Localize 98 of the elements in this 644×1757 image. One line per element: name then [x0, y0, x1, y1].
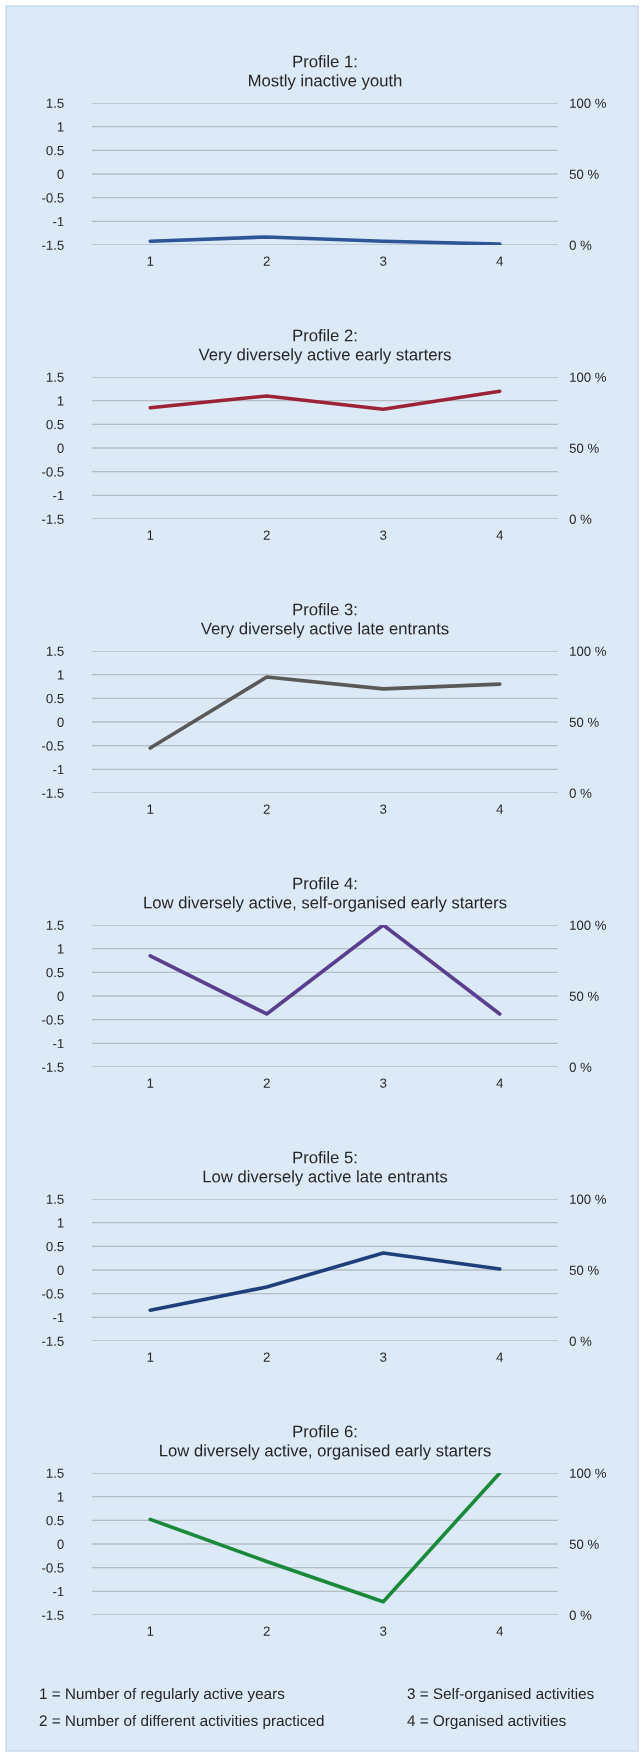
y-tick-label: 1: [57, 1218, 64, 1228]
y-tick-label: -1: [53, 1313, 64, 1323]
y2-tick-label: 0 %: [569, 240, 592, 250]
y-tick-label: -1: [53, 217, 64, 227]
text: 3 = Self-organised activities: [407, 1687, 594, 1703]
y-tick-label: -1: [53, 765, 64, 775]
y-tick-label: 0: [57, 991, 64, 1001]
y-tick-label: 0.5: [46, 145, 64, 156]
y-tick-label: 0.5: [46, 419, 64, 430]
x-tick-label: 3: [380, 530, 387, 540]
x-tick-label: 4: [496, 1626, 504, 1636]
y-tick-label: 1: [57, 122, 64, 132]
x-tick-label: 1: [147, 256, 154, 266]
chart-title: Profile 2: Very diversely active early starters: [198, 329, 451, 364]
y-tick-label: 0: [57, 443, 64, 453]
y-tick-label: 1: [57, 1492, 64, 1502]
x-tick-label: 3: [380, 256, 387, 266]
x-tick-label: 4: [496, 530, 504, 540]
chart-title: Profile 3: Very diversely active late entrants: [200, 603, 449, 638]
x-tick-label: 4: [496, 1352, 504, 1362]
y2-tick-label: 50 %: [569, 717, 599, 727]
chart-title: Profile 4: Low diversely active, self-organised early starters: [144, 877, 507, 912]
y-tick-label: 0: [57, 169, 64, 179]
text: 1 = Number of regularly active years: [40, 1687, 285, 1703]
y-tick-label: -1.5: [42, 1610, 64, 1620]
line-series: [148, 675, 502, 750]
x-tick-label: 2: [263, 804, 270, 814]
y-tick-label: -0.5: [42, 467, 64, 477]
y2-tick-label: 100 %: [570, 98, 607, 108]
y2-tick-label: 50 %: [569, 1265, 599, 1275]
x-tick-label: 2: [263, 530, 270, 540]
x-tick-label: 2: [263, 1626, 270, 1636]
y-tick-label: 1.5: [46, 1468, 64, 1478]
x-tick-label: 1: [147, 1352, 154, 1362]
y2-tick-label: 0 %: [569, 1336, 592, 1346]
y-tick-label: 1.5: [46, 646, 64, 656]
y2-tick-label: 0 %: [569, 1062, 592, 1072]
x-tick-label: 3: [380, 1626, 387, 1636]
x-tick-label: 1: [147, 530, 154, 540]
y-tick-label: -1: [53, 491, 64, 501]
y-tick-label: 1: [57, 396, 64, 406]
line-series: [148, 389, 502, 411]
chart-title: Profile 5: Low diversely active late entrants: [203, 1151, 448, 1186]
y-tick-label: 0: [57, 717, 64, 727]
y2-tick-label: 100 %: [570, 920, 607, 930]
y2-tick-label: 50 %: [569, 443, 599, 453]
y-tick-label: -0.5: [42, 193, 64, 203]
y-tick-label: -0.5: [42, 1289, 64, 1299]
x-tick-label: 4: [496, 1078, 504, 1088]
x-tick-label: 2: [263, 256, 270, 266]
y-tick-label: 1.5: [46, 920, 64, 930]
y2-tick-label: 0 %: [569, 788, 592, 798]
x-tick-label: 3: [380, 1078, 387, 1088]
y-tick-label: -1.5: [42, 240, 64, 250]
y-tick-label: 1.5: [46, 1194, 64, 1204]
y-tick-label: 1: [57, 670, 64, 680]
y-tick-label: -1: [53, 1587, 64, 1597]
y-tick-label: 0.5: [46, 1515, 64, 1526]
y-tick-label: -1: [53, 1039, 64, 1049]
y2-tick-label: 50 %: [569, 991, 599, 1001]
y2-tick-label: 0 %: [569, 514, 592, 524]
y2-tick-label: 0 %: [569, 1610, 592, 1620]
y-tick-label: 0.5: [46, 1241, 64, 1252]
y-tick-label: 0: [57, 1539, 64, 1549]
y2-tick-label: 100 %: [570, 372, 607, 382]
x-tick-label: 1: [147, 1078, 154, 1088]
chart-title: Profile 6: Low diversely active, organised early starters: [160, 1425, 491, 1460]
y-tick-label: -0.5: [42, 1563, 64, 1573]
x-tick-label: 1: [147, 1626, 154, 1636]
y-tick-label: 1.5: [46, 372, 64, 382]
y-tick-label: -0.5: [42, 1015, 64, 1025]
text: 2 = Number of different activities practiced: [39, 1714, 324, 1730]
x-tick-label: 1: [147, 804, 154, 814]
line-series: [148, 1473, 502, 1604]
y-tick-label: 1: [57, 944, 64, 954]
x-tick-label: 3: [380, 804, 387, 814]
x-tick-label: 3: [380, 1352, 387, 1362]
text: 4 = Organised activities: [407, 1714, 566, 1730]
y-tick-label: -1.5: [42, 1336, 64, 1346]
chart-title: Profile 1: Mostly inactive youth: [249, 55, 402, 90]
y-tick-label: -1.5: [42, 788, 64, 798]
y2-tick-label: 100 %: [570, 646, 607, 656]
x-tick-label: 4: [496, 804, 504, 814]
y-tick-label: 0.5: [46, 967, 64, 978]
y-tick-label: -1.5: [42, 1062, 64, 1072]
y2-tick-label: 50 %: [569, 1539, 599, 1549]
line-series: [148, 1251, 502, 1313]
y2-tick-label: 100 %: [570, 1194, 607, 1204]
y2-tick-label: 50 %: [569, 169, 599, 179]
y2-tick-label: 100 %: [570, 1468, 607, 1478]
y-tick-label: -1.5: [42, 514, 64, 524]
x-tick-label: 2: [263, 1352, 270, 1362]
y-tick-label: 0.5: [46, 693, 64, 704]
y-tick-label: 0: [57, 1265, 64, 1275]
x-tick-label: 2: [263, 1078, 270, 1088]
y-tick-label: -0.5: [42, 741, 64, 751]
y-tick-label: 1.5: [46, 98, 64, 108]
x-tick-label: 4: [496, 256, 504, 266]
